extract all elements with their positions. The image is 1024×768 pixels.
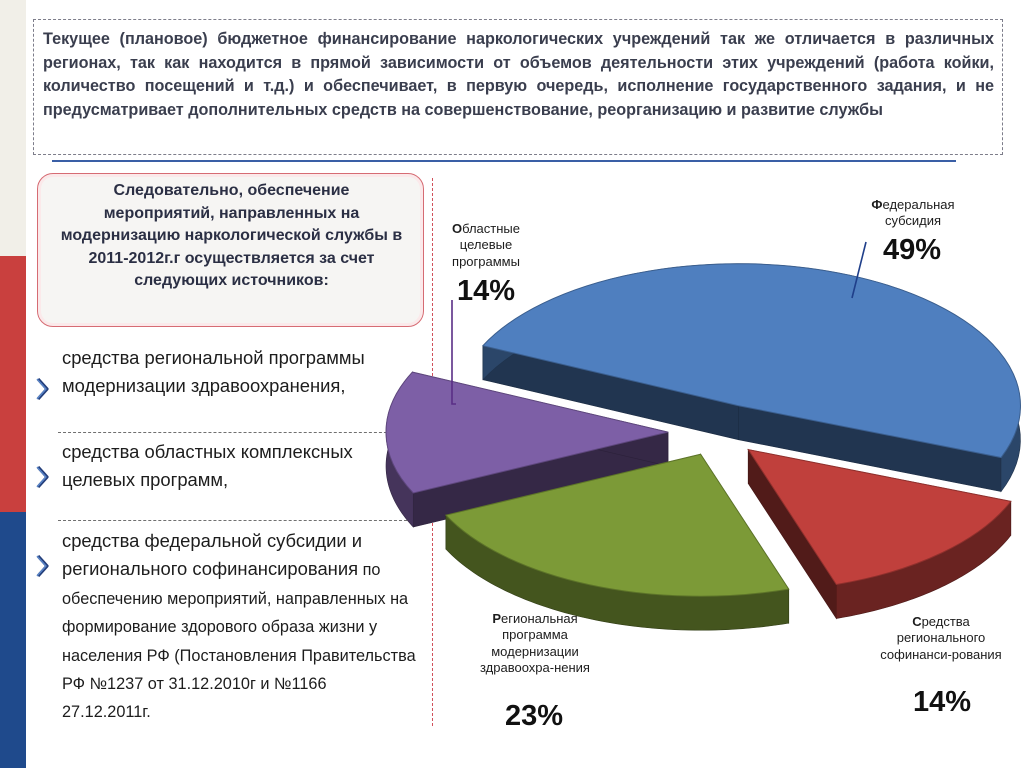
chevron-right-icon bbox=[36, 378, 49, 400]
slice-label-regional-program: Региональная программа модернизации здра… bbox=[474, 611, 596, 677]
header-box: Текущее (плановое) бюджетное финансирова… bbox=[33, 19, 1003, 155]
pie-slice-top bbox=[481, 263, 1021, 459]
slice-label-text: редства регионального софинанси-рования bbox=[880, 614, 1002, 662]
source-item-oblast-programs: средства областных комплексных целевых п… bbox=[62, 441, 353, 491]
slice-label-oblast: Областные целевые программы bbox=[432, 221, 540, 270]
pie-slice-top bbox=[385, 371, 669, 494]
pie-slice-cofinancing bbox=[747, 448, 1012, 620]
slice-label-first-letter: Ф bbox=[871, 197, 883, 212]
slice-label-cofinancing: Средства регионального софинанси-рования bbox=[878, 614, 1004, 663]
slice-label-text: бластные целевые программы bbox=[452, 221, 520, 269]
pie-slice-oblast bbox=[385, 371, 669, 528]
slice-label-first-letter: Р bbox=[492, 611, 501, 626]
side-stripe-red bbox=[0, 256, 26, 512]
slice-value-federal: 49% bbox=[882, 234, 942, 266]
callout-box: Следовательно, обеспечение мероприятий, … bbox=[37, 173, 424, 327]
pie-slice-federal bbox=[481, 263, 1021, 493]
slice-label-federal: Федеральная субсидия bbox=[846, 197, 980, 230]
slice-value-oblast: 14% bbox=[456, 275, 516, 307]
slice-label-text: едеральная субсидия bbox=[882, 197, 955, 229]
leader-line-oblast bbox=[451, 300, 456, 405]
source-item-main: средства федеральной субсидии и регионал… bbox=[62, 530, 362, 580]
slice-label-first-letter: О bbox=[451, 221, 463, 236]
source-item-detail: по обеспечению мероприятий, направленных… bbox=[62, 561, 416, 722]
side-stripe-blue bbox=[0, 512, 26, 768]
side-stripe-white bbox=[0, 0, 26, 256]
callout-text: Следовательно, обеспечение мероприятий, … bbox=[60, 182, 403, 290]
pie-slice-regional-program bbox=[444, 453, 790, 631]
pie-slice-top bbox=[444, 453, 790, 597]
slice-label-text: егиональная программа модернизации здрав… bbox=[480, 611, 590, 676]
source-separator bbox=[58, 432, 407, 433]
leader-line-federal bbox=[851, 241, 867, 299]
header-text: Текущее (плановое) бюджетное финансирова… bbox=[43, 30, 994, 119]
chevron-right-icon bbox=[36, 555, 49, 577]
source-item-regional-program: средства региональной программы модерниз… bbox=[62, 347, 365, 397]
slice-value-cofinancing: 14% bbox=[912, 686, 972, 718]
pie-slice-top bbox=[747, 448, 1012, 586]
slice-label-first-letter: С bbox=[912, 614, 922, 629]
slice-value-regional-program: 23% bbox=[504, 700, 564, 732]
source-separator bbox=[58, 520, 407, 521]
chevron-right-icon bbox=[36, 466, 49, 488]
header-divider bbox=[52, 160, 956, 162]
source-item-federal-subsidy: средства федеральной субсидии и регионал… bbox=[62, 527, 417, 726]
